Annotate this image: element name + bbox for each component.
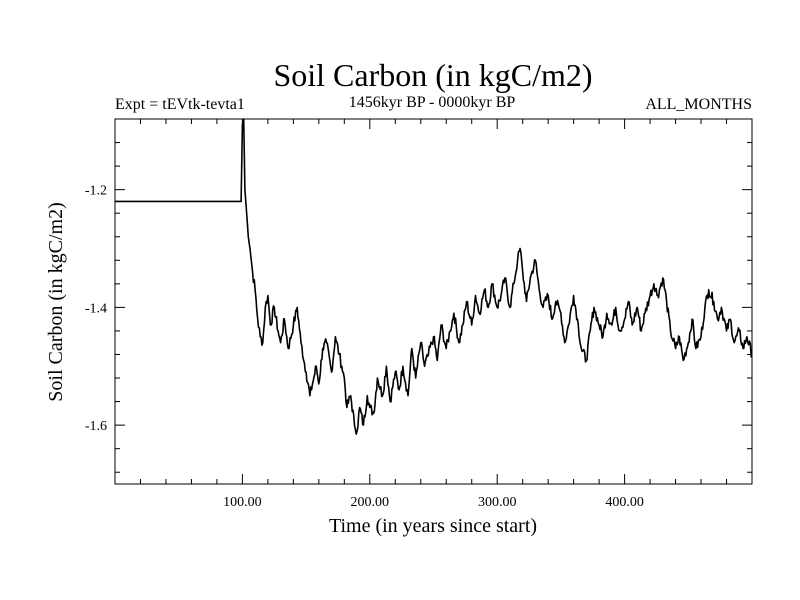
chart-subtitle-experiment: Expt = tEVtk-tevta1	[115, 96, 245, 113]
axis-ticks	[115, 118, 752, 484]
y-tick-label: -1.4	[85, 301, 107, 316]
axis-tick-labels: 100.00 200.00 300.00 400.00 -1.2 -1.4 -1.6	[85, 184, 644, 510]
y-tick-label: -1.2	[85, 184, 107, 199]
y-axis-label: Soil Carbon (in kgC/m2)	[45, 202, 67, 401]
chart-subtitle-months: ALL_MONTHS	[645, 96, 752, 113]
chart-title: Soil Carbon (in kgC/m2)	[273, 57, 592, 93]
x-axis-label: Time (in years since start)	[329, 515, 537, 537]
x-tick-label: 100.00	[223, 495, 262, 510]
x-tick-label: 300.00	[478, 495, 517, 510]
x-tick-label: 200.00	[351, 495, 390, 510]
x-tick-label: 400.00	[605, 495, 644, 510]
plot-frame	[114, 118, 753, 485]
chart-subtitle-period: 1456kyr BP - 0000kyr BP	[349, 94, 516, 111]
y-tick-label: -1.6	[85, 419, 107, 434]
soil-carbon-series-line	[115, 118, 753, 435]
